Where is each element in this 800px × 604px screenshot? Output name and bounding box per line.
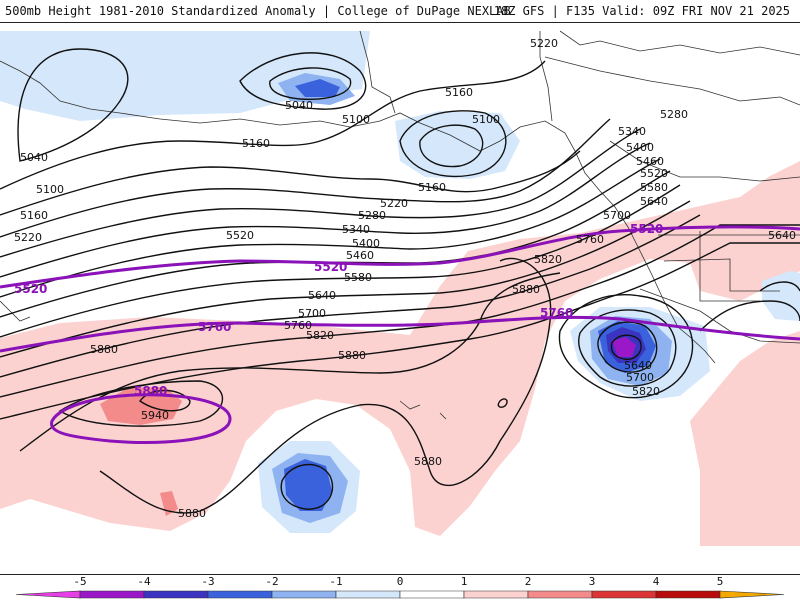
- contour-label: 5520: [226, 229, 254, 242]
- header-bar: 500mb Height 1981-2010 Standardized Anom…: [0, 0, 800, 22]
- contour-label: 5580: [344, 271, 372, 284]
- contour-labels: 5040 5040 5100 5100 5100 5160 5160 5160 …: [14, 37, 796, 520]
- geography-outlines: [0, 30, 800, 420]
- contour-label: 5940: [141, 409, 169, 422]
- colorbar-tick-label: 5: [717, 575, 724, 588]
- colorbar-band: [79, 590, 145, 599]
- colorbar-band: [143, 590, 209, 599]
- contour-label: 5520: [640, 167, 668, 180]
- colorbar-band: [271, 590, 337, 599]
- contour-label: 5220: [14, 231, 42, 244]
- contour-label: 5460: [636, 155, 664, 168]
- contour-label: 5880: [90, 343, 118, 356]
- highlighted-contour-labels: 5520 5520 5520 5760 5760 5880: [14, 222, 663, 398]
- colorbar-band: [719, 590, 785, 599]
- contour-label: 5640: [768, 229, 796, 242]
- contour-label: 5160: [242, 137, 270, 150]
- contour-label: 5280: [358, 209, 386, 222]
- contour-label: 5700: [298, 307, 326, 320]
- colorbar-band: [207, 590, 273, 599]
- highlighted-contour-label: 5760: [198, 320, 231, 334]
- contour-label: 5580: [640, 181, 668, 194]
- colorbar-bands: [15, 590, 785, 599]
- highlighted-contour-label: 5880: [134, 384, 167, 398]
- colorbar-tick-label: 3: [589, 575, 596, 588]
- anomaly-shading: [0, 31, 800, 546]
- contour-label: 5040: [20, 151, 48, 164]
- colorbar-graphic: -5 -4 -3 -2 -1 0 1 2 3 4 5: [15, 575, 785, 599]
- colorbar-tick-label: -3: [201, 575, 214, 588]
- positive-anomaly-area: [0, 161, 800, 536]
- contour-label: 5880: [178, 507, 206, 520]
- negative-anomaly-area: [395, 111, 520, 179]
- contour-label: 5340: [618, 125, 646, 138]
- negative-anomaly-area: [0, 31, 370, 121]
- negative-anomaly-area: [284, 459, 332, 511]
- contour-label: 5400: [626, 141, 654, 154]
- contour-label: 5100: [472, 113, 500, 126]
- contour-label: 5880: [338, 349, 366, 362]
- highlighted-contours: [0, 225, 800, 444]
- contour-label: 5760: [284, 319, 312, 332]
- contour-label: 5760: [576, 233, 604, 246]
- contour-label: 5700: [603, 209, 631, 222]
- negative-anomaly-area: [295, 79, 340, 97]
- colorbar-tick-label: -1: [329, 575, 342, 588]
- colorbar: -5 -4 -3 -2 -1 0 1 2 3 4 5: [0, 575, 800, 600]
- contour-label: 5640: [640, 195, 668, 208]
- contour-label: 5700: [626, 371, 654, 384]
- colorbar-band: [399, 590, 465, 599]
- contour-label: 5220: [530, 37, 558, 50]
- height-contours: [0, 48, 800, 514]
- positive-anomaly-area: [690, 331, 800, 546]
- colorbar-band: [655, 590, 721, 599]
- colorbar-tick-labels: -5 -4 -3 -2 -1 0 1 2 3 4 5: [73, 575, 723, 588]
- contour-label: 5820: [632, 385, 660, 398]
- highlighted-contour-label: 5520: [14, 282, 47, 296]
- contour-label: 5400: [352, 237, 380, 250]
- contour-label: 5160: [445, 86, 473, 99]
- contour-label: 5820: [534, 253, 562, 266]
- colorbar-tick-label: -2: [265, 575, 278, 588]
- negative-anomaly-area: [612, 337, 636, 357]
- colorbar-tick-label: 0: [397, 575, 404, 588]
- map-panel: 5040 5040 5100 5100 5100 5160 5160 5160 …: [0, 22, 800, 575]
- model-run-info: 18Z GFS | F135 Valid: 09Z FRI NOV 21 202…: [493, 4, 790, 18]
- highlighted-contour-label: 5760: [540, 306, 573, 320]
- contour-label: 5040: [285, 99, 313, 112]
- highlighted-contour-label: 5520: [314, 260, 347, 274]
- colorbar-band: [527, 590, 593, 599]
- contour-label: 5640: [308, 289, 336, 302]
- map-title: 500mb Height 1981-2010 Standardized Anom…: [5, 4, 511, 18]
- contour-label: 5340: [342, 223, 370, 236]
- contour-label: 5160: [418, 181, 446, 194]
- contour-label: 5160: [20, 209, 48, 222]
- contour-label: 5460: [346, 249, 374, 262]
- colorbar-tick-label: 4: [653, 575, 660, 588]
- colorbar-band: [15, 590, 81, 599]
- contour-label: 5640: [624, 359, 652, 372]
- contour-label: 5880: [512, 283, 540, 296]
- colorbar-tick-label: 1: [461, 575, 468, 588]
- contour-label: 5100: [36, 183, 64, 196]
- contour-label: 5280: [660, 108, 688, 121]
- colorbar-tick-label: 2: [525, 575, 532, 588]
- colorbar-band: [591, 590, 657, 599]
- colorbar-tick-label: -4: [137, 575, 151, 588]
- contour-label: 5100: [342, 113, 370, 126]
- contour-label: 5880: [414, 455, 442, 468]
- colorbar-tick-label: -5: [73, 575, 86, 588]
- colorbar-band: [463, 590, 529, 599]
- contour-label: 5820: [306, 329, 334, 342]
- highlighted-contour-label: 5520: [630, 222, 663, 236]
- colorbar-band: [335, 590, 401, 599]
- contour-label: 5220: [380, 197, 408, 210]
- anomaly-map: 5040 5040 5100 5100 5100 5160 5160 5160 …: [0, 30, 800, 546]
